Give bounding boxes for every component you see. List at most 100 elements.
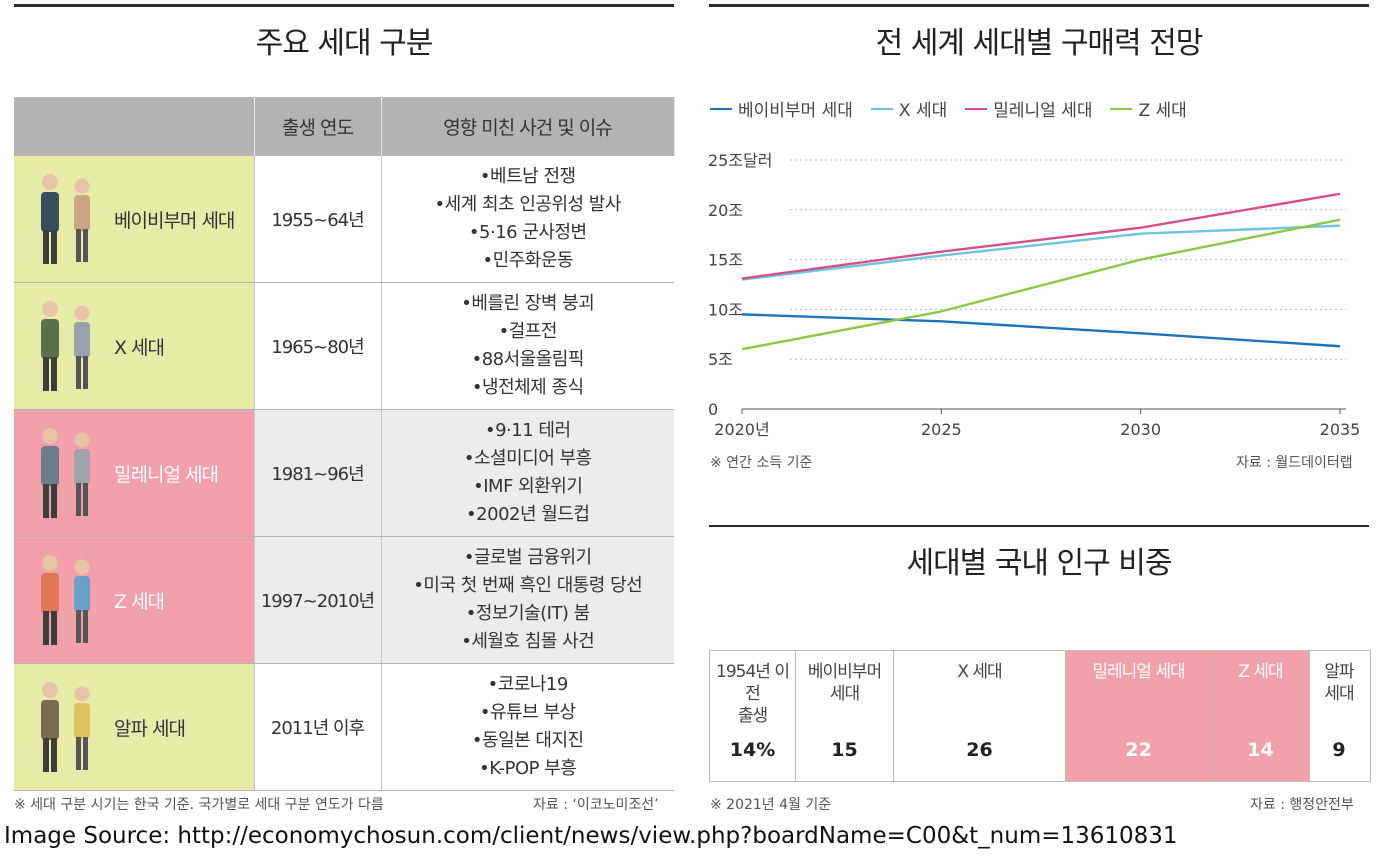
legend-swatch (1110, 107, 1133, 110)
x-tick-label: 2025 (921, 420, 962, 439)
population-value: 14 (1247, 739, 1274, 761)
legend-item: 밀레니얼 세대 (965, 96, 1092, 121)
header-events: 영향 미친 사건 및 이슈 (381, 97, 675, 156)
event-item: •소셜미디어 부흥 (463, 448, 592, 469)
birth-year-cell: 2011년 이후 (253, 663, 381, 791)
generation-name: Z 세대 (114, 590, 165, 613)
series-line (741, 192, 1341, 280)
event-item: •미국 첫 번째 흑인 대통령 당선 (413, 575, 643, 596)
event-item: •세계 최초 인공위성 발사 (434, 194, 622, 215)
event-item: •민주화운동 (482, 250, 574, 271)
series-line (741, 224, 1341, 281)
series-line (741, 218, 1341, 351)
section-divider (709, 525, 1369, 527)
chart-source: 자료 : 월드데이터랩 (1236, 455, 1353, 471)
birth-year-cell: 1997~2010년 (253, 536, 381, 664)
event-item: •세월호 침몰 사건 (461, 631, 595, 652)
right-top-rule (709, 4, 1369, 7)
event-item: •5·16 군사정변 (468, 222, 587, 243)
events-cell: •베를린 장벽 붕괴 •걸프전 •88서울올림픽 •냉전체제 종식 (380, 282, 674, 410)
people-illustration-icon (41, 555, 90, 645)
generation-table: 출생 연도 영향 미친 사건 및 이슈 베이비부머 세대 1955~64년 •베트남… (14, 97, 675, 791)
header-birth-year: 출생 연도 (254, 97, 382, 156)
people-illustration-icon (41, 301, 90, 391)
population-label: X 세대 (957, 662, 1002, 682)
event-item: •유튜브 부상 (479, 702, 576, 723)
legend-label: 밀레니얼 세대 (993, 101, 1093, 121)
generation-cell: X 세대 (14, 282, 254, 410)
population-cell: 밀레니얼 세대 22 (1066, 651, 1212, 781)
events-cell: •9·11 테러 •소셜미디어 부흥 •IMF 외환위기 •2002년 월드컵 (380, 409, 674, 537)
population-note: ※ 2021년 4월 기준 (710, 797, 832, 813)
population-value: 26 (966, 739, 993, 761)
birth-year-cell: 1981~96년 (253, 409, 381, 537)
image-source-caption: Image Source: http://economychosun.com/c… (4, 823, 1178, 849)
generation-cell: Z 세대 (14, 536, 254, 664)
table-row: Z 세대 1997~2010년 •글로벌 금융위기 •미국 첫 번째 흑인 대통령 당… (14, 536, 674, 664)
population-value: 22 (1125, 739, 1152, 761)
legend-label: Z 세대 (1138, 101, 1187, 121)
event-item: •걸프전 (498, 321, 558, 342)
x-tick-label: 2020년 (714, 420, 769, 439)
chart-legend: 베이비부머 세대 X 세대 밀레니얼 세대 Z 세대 (710, 96, 1187, 121)
generation-cell: 알파 세대 (14, 663, 254, 791)
population-cell: X 세대 26 (894, 651, 1066, 781)
birth-year-cell: 1965~80년 (253, 282, 381, 410)
left-title: 주요 세대 구분 (255, 26, 434, 61)
left-note: ※ 세대 구분 시기는 한국 기준. 국가별로 세대 구분 연도가 다름 (14, 797, 384, 813)
generation-name: 밀레니얼 세대 (114, 463, 219, 486)
people-illustration-icon (41, 428, 90, 518)
series-line (741, 313, 1341, 348)
event-item: •88서울올림픽 (471, 349, 585, 370)
chart-note: ※ 연간 소득 기준 (710, 455, 813, 471)
generation-cell: 밀레니얼 세대 (14, 409, 254, 537)
purchasing-power-chart: 0 5조 10조 15조 20조 25조달러 2020년 2025 2030 2035 (708, 151, 1361, 439)
legend-item: 베이비부머 세대 (710, 96, 853, 121)
event-item: •K-POP 부흥 (479, 758, 577, 779)
population-value: 15 (831, 739, 858, 761)
event-item: •냉전체제 종식 (471, 377, 584, 398)
legend-swatch (965, 107, 988, 110)
population-label: 베이비부머 세대 (807, 662, 882, 704)
population-label: 1954년 이전 출생 (716, 662, 790, 726)
y-tick-label: 10조 (708, 300, 743, 319)
left-source: 자료 : ‘이코노미조선’ (533, 797, 659, 813)
population-source: 자료 : 행정안전부 (1250, 797, 1354, 813)
population-value: 9 (1332, 739, 1346, 761)
generation-name: X 세대 (114, 336, 165, 359)
generation-cell: 베이비부머 세대 (14, 156, 254, 283)
y-tick-label: 25조달러 (708, 151, 773, 170)
event-item: •코로나19 (487, 674, 569, 695)
generation-name: 베이비부머 세대 (114, 209, 235, 232)
population-cell: 1954년 이전 출생 14% (710, 651, 796, 781)
generation-name: 알파 세대 (114, 717, 186, 740)
y-tick-label: 5조 (708, 350, 733, 369)
population-title: 세대별 국내 인구 비중 (906, 546, 1172, 581)
population-cell: 베이비부머 세대 15 (796, 651, 894, 781)
events-cell: •글로벌 금융위기 •미국 첫 번째 흑인 대통령 당선 •정보기술(IT) 붐 •세… (380, 536, 674, 664)
event-item: •동일본 대지진 (471, 730, 584, 751)
y-tick-label: 20조 (708, 201, 743, 220)
people-illustration-icon (41, 174, 90, 264)
chart-title: 전 세계 세대별 구매력 전망 (875, 26, 1204, 61)
birth-year-cell: 1955~64년 (253, 156, 381, 283)
events-cell: •코로나19 •유튜브 부상 •동일본 대지진 •K-POP 부흥 (380, 663, 674, 791)
population-label: Z 세대 (1238, 662, 1283, 682)
table-row: 알파 세대 2011년 이후 •코로나19 •유튜브 부상 •동일본 대지진 •K-POP… (14, 663, 674, 791)
x-tick-label: 2030 (1120, 420, 1161, 439)
legend-label: X 세대 (898, 101, 948, 121)
event-item: •베를린 장벽 붕괴 (461, 293, 595, 314)
y-tick-label: 15조 (708, 251, 743, 270)
people-illustration-icon (41, 682, 90, 772)
event-item: •정보기술(IT) 붐 (465, 603, 590, 624)
event-item: •2002년 월드컵 (466, 504, 590, 525)
event-item: •IMF 외환위기 (473, 476, 583, 497)
population-table: 1954년 이전 출생 14% 베이비부머 세대 15 X 세대 26 밀레니얼 세대 22 Z… (709, 650, 1371, 782)
population-label: 알파 세대 (1324, 662, 1354, 704)
x-tick-label: 2035 (1320, 420, 1361, 439)
population-value: 14% (729, 739, 776, 761)
event-item: •9·11 테러 (484, 420, 571, 441)
table-row: X 세대 1965~80년 •베를린 장벽 붕괴 •걸프전 •88서울올림픽 •냉전체제 … (14, 282, 674, 410)
left-top-rule (14, 4, 674, 7)
table-row: 베이비부머 세대 1955~64년 •베트남 전쟁 •세계 최초 인공위성 발사 •5·… (14, 156, 674, 283)
